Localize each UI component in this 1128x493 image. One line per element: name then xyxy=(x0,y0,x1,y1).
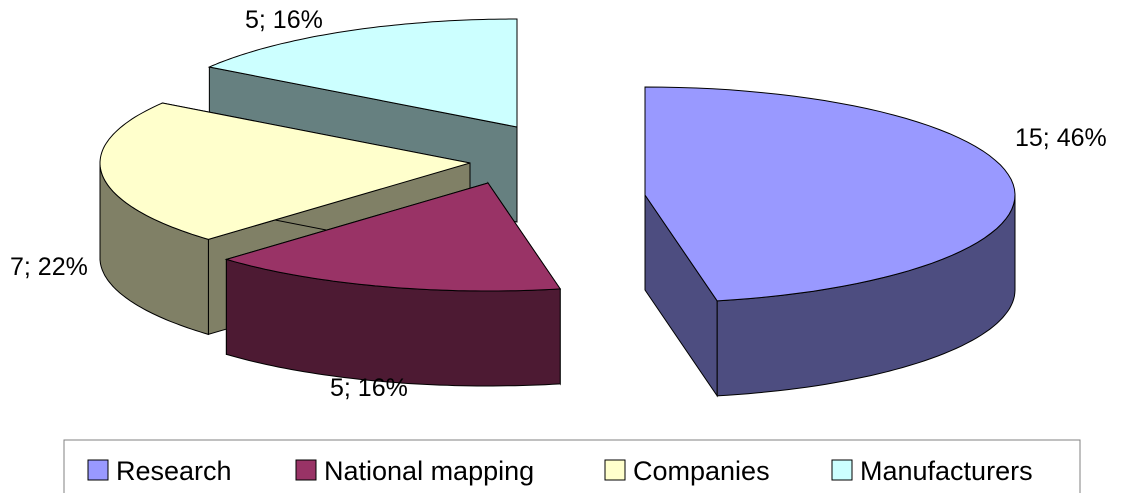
data-label-national-mapping: 5; 16% xyxy=(330,374,408,402)
slice-top-companies xyxy=(99,102,471,240)
data-label-research: 15; 46% xyxy=(1015,124,1107,152)
legend-frame xyxy=(63,439,1081,493)
pie-slices xyxy=(99,18,1016,398)
data-label-companies: 7; 22% xyxy=(10,253,88,281)
legend-label-research: Research xyxy=(116,456,232,486)
legend-label-manufacturers: Manufacturers xyxy=(860,456,1033,486)
slice-national-mapping xyxy=(224,181,562,387)
data-label-manufacturers: 5; 16% xyxy=(245,6,323,34)
legend-label-national-mapping: National mapping xyxy=(324,456,534,486)
slice-research xyxy=(644,86,1016,398)
legend-swatch-national-mapping xyxy=(295,459,317,481)
legend: Research National mapping Companies Manu… xyxy=(63,439,1081,493)
slice-top-national-mapping xyxy=(224,182,562,292)
legend-swatch-research xyxy=(87,459,109,481)
slice-top-research xyxy=(644,86,1016,302)
legend-swatch-manufacturers xyxy=(831,459,853,481)
legend-swatch-companies xyxy=(604,459,626,481)
slice-top-manufacturers xyxy=(207,18,518,128)
legend-label-companies: Companies xyxy=(633,456,770,486)
